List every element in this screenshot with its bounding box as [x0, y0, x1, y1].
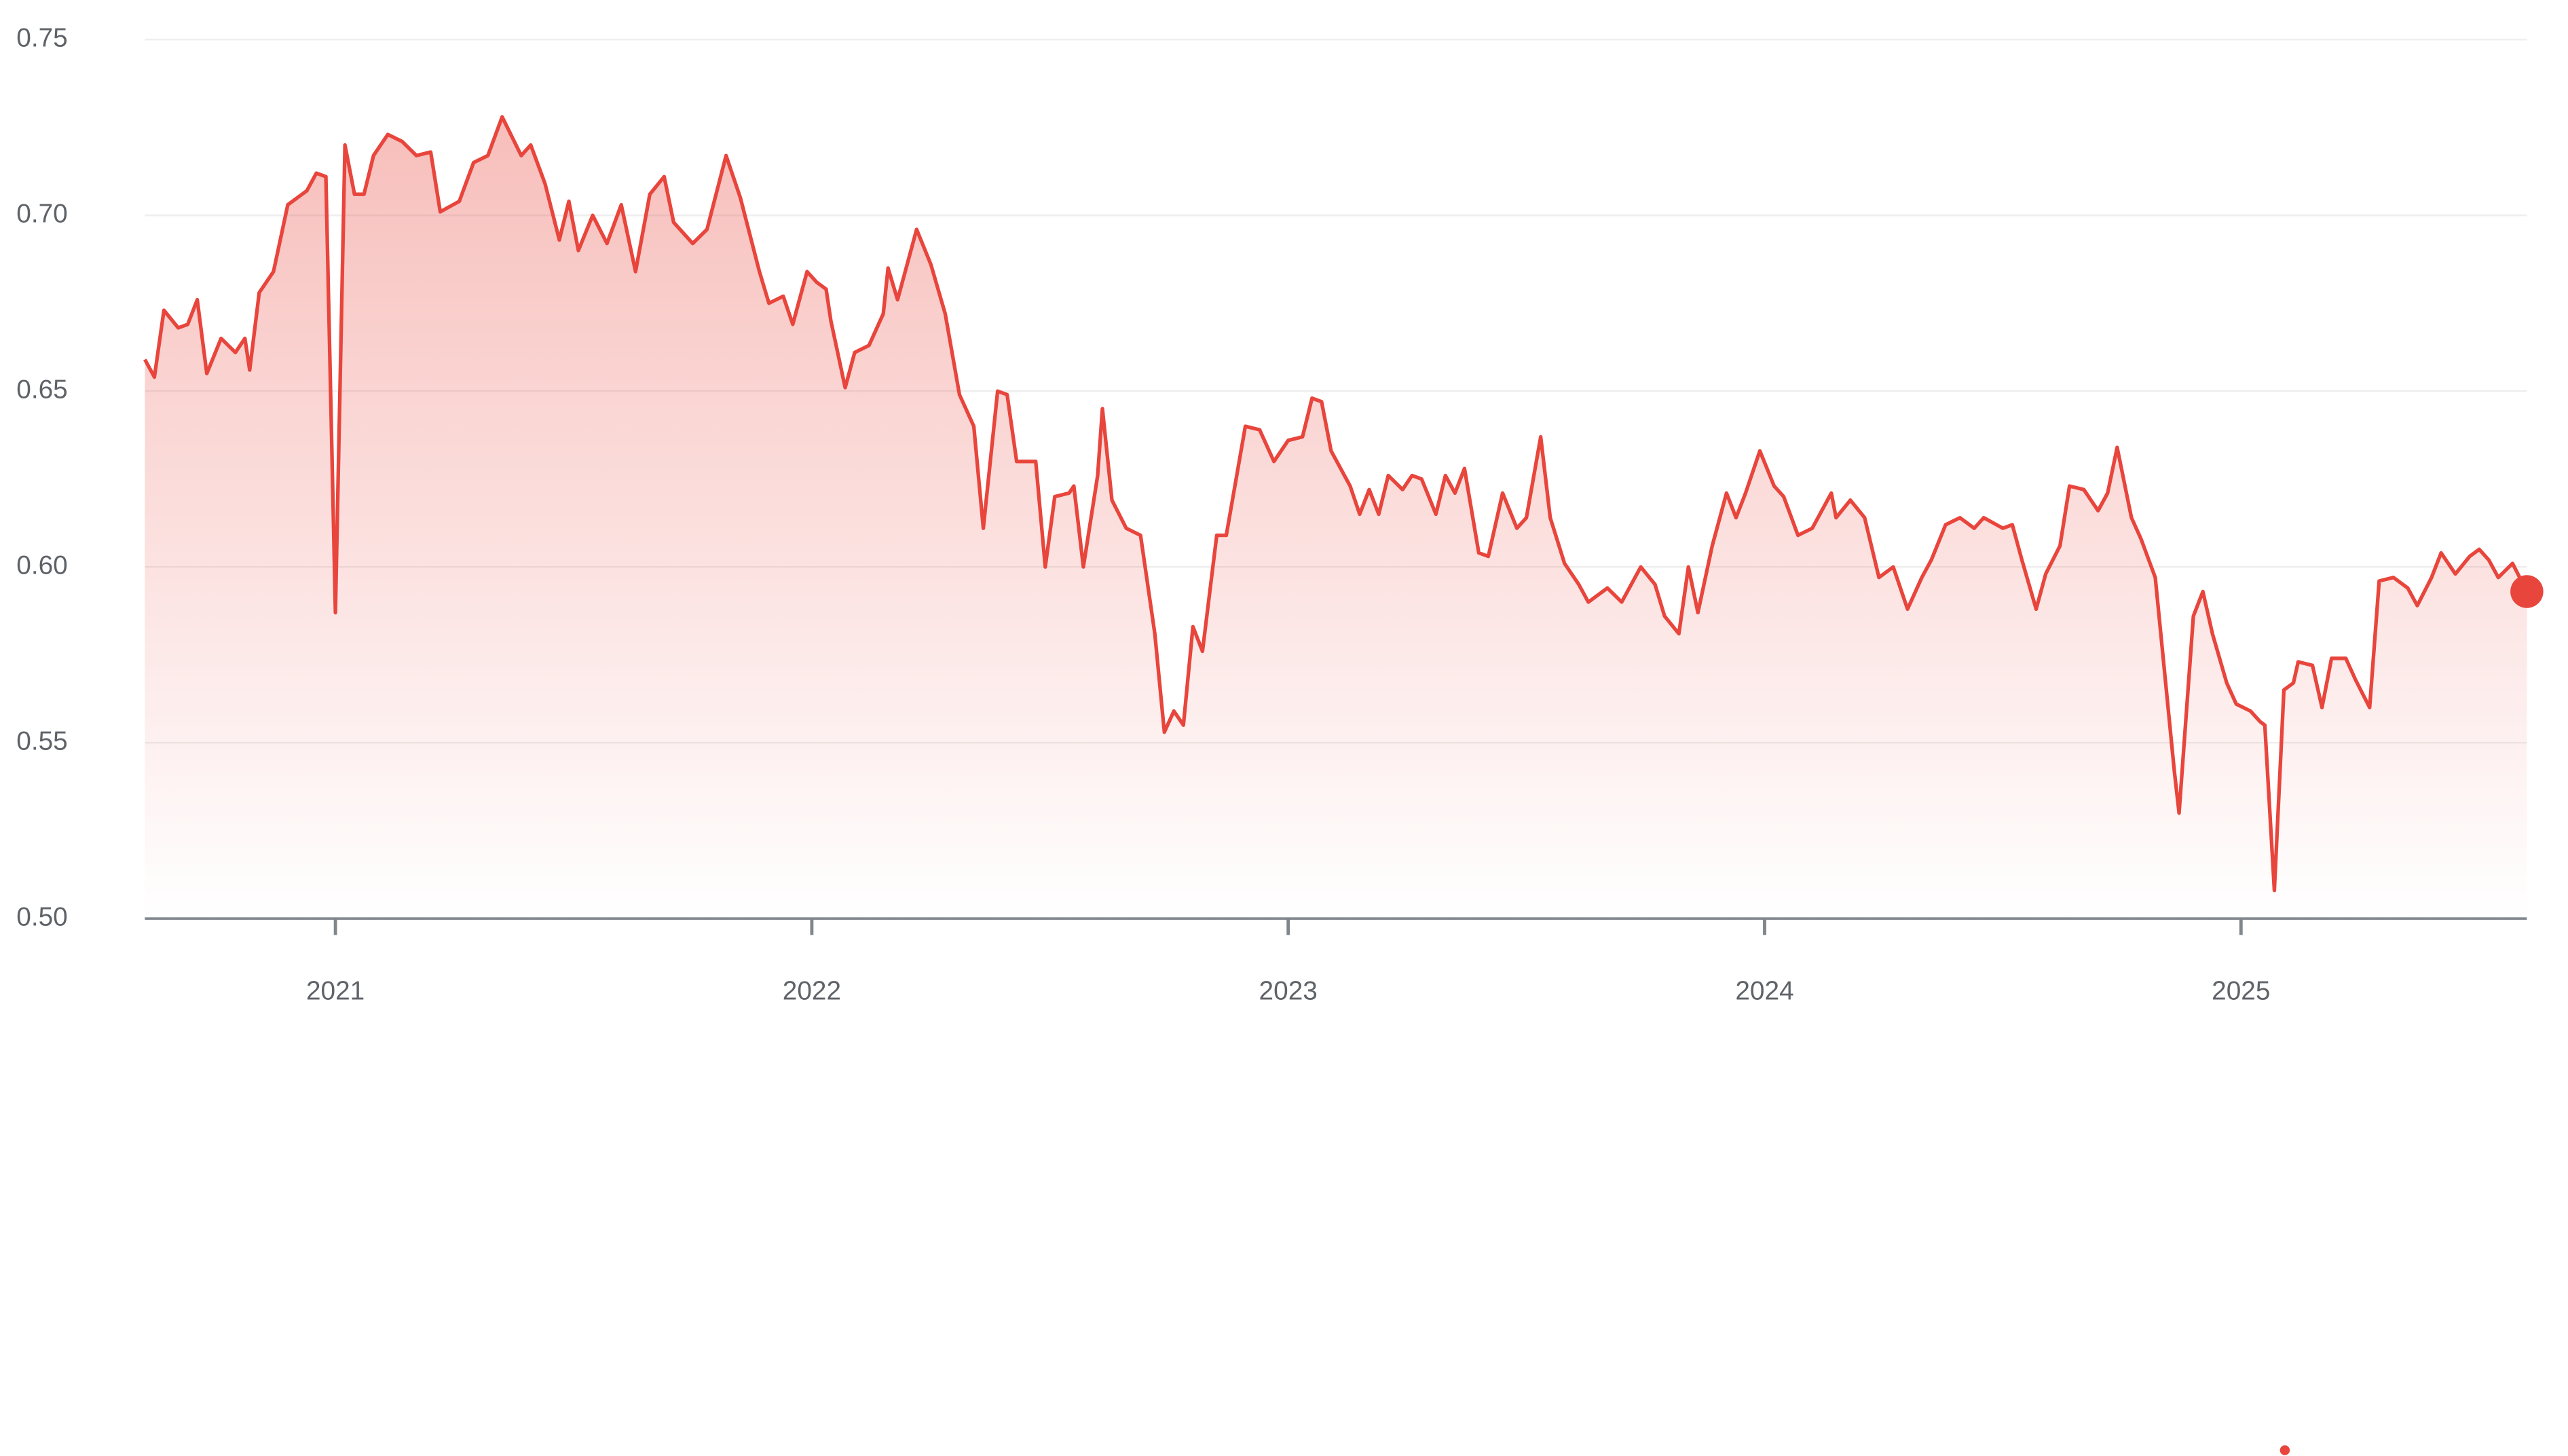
y-tick-label: 0.65	[16, 375, 68, 404]
x-tick-label: 2021	[306, 977, 365, 1006]
y-tick-label: 0.55	[16, 726, 68, 755]
x-tick-label: 2024	[1735, 977, 1793, 1006]
x-tick-label: 2025	[2212, 977, 2270, 1006]
y-tick-label: 0.75	[16, 23, 68, 52]
axes: 0.50 0.55 0.60 0.65 0.70 0.75 2021 2022 2023 2024…	[16, 23, 2527, 1006]
end-point	[2510, 575, 2544, 608]
area	[145, 117, 2527, 919]
y-tick-label: 0.50	[16, 902, 68, 931]
marks	[143, 115, 2544, 919]
y-tick-label: 0.70	[16, 199, 68, 228]
x-tick-label: 2023	[1259, 977, 1318, 1006]
decor-dot	[2279, 1445, 2290, 1455]
line	[143, 115, 2529, 893]
x-tick-label: 2022	[783, 977, 841, 1006]
y-tick-label: 0.60	[16, 550, 68, 580]
